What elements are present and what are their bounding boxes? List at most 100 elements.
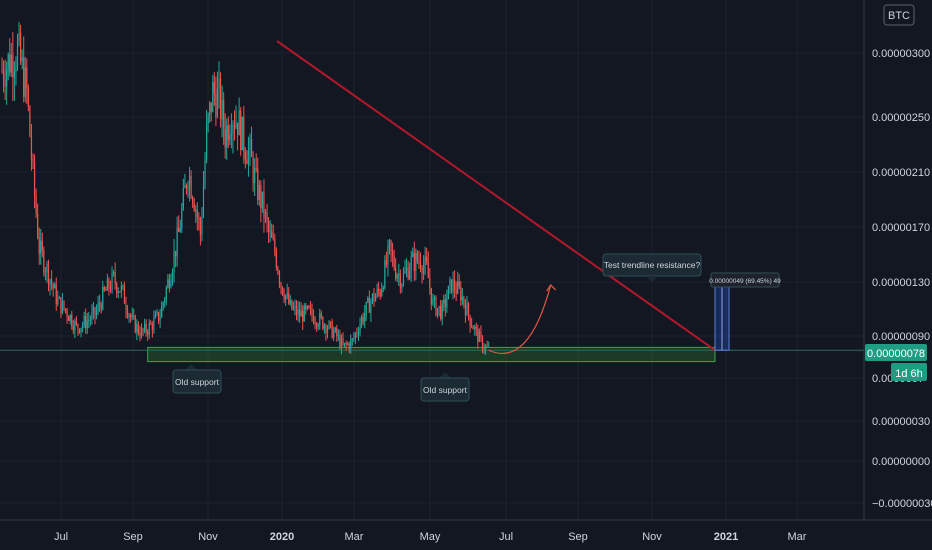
candle-body — [452, 279, 454, 292]
candle-body — [474, 326, 476, 330]
candle-body — [184, 185, 186, 188]
candle-body — [161, 306, 163, 318]
candle-body — [202, 185, 205, 217]
candle-body — [238, 110, 240, 136]
candle-body — [103, 287, 105, 290]
candle-body — [354, 333, 356, 338]
measure-label-box[interactable]: 0.00000049 (69.45%) 49 — [709, 272, 781, 288]
candle-body — [241, 116, 243, 150]
candle-body — [201, 216, 203, 235]
candle-body — [60, 297, 62, 314]
candle-body — [328, 321, 330, 329]
candle-body — [334, 327, 336, 332]
candle-body — [113, 272, 115, 274]
candle-body — [485, 345, 487, 350]
candle-body — [371, 293, 374, 302]
candle-body — [433, 297, 436, 300]
candle-body — [413, 252, 415, 271]
candle-body — [357, 333, 360, 335]
candle-body — [325, 325, 327, 334]
time-tick-label: Mar — [788, 531, 807, 543]
candle-body — [97, 303, 99, 311]
candle-body — [365, 301, 367, 314]
price-tick-label: 0.00000210 — [872, 167, 930, 179]
time-axis[interactable]: Jul Sep Nov 2020 Mar May Jul Sep Nov 2021 Mar — [54, 531, 807, 543]
candle-body — [472, 326, 474, 330]
old-support-callout-2[interactable]: Old support — [420, 372, 470, 402]
candle-body — [150, 323, 152, 325]
candle-body — [405, 267, 408, 271]
candle-body — [387, 245, 389, 265]
candle-body — [109, 288, 112, 290]
candle-body — [464, 304, 467, 316]
candle-body — [100, 305, 102, 310]
candle-body — [312, 315, 315, 324]
candle-body — [224, 128, 226, 148]
candle-body — [336, 327, 338, 336]
price-tick-label: 0.00000130 — [872, 277, 930, 289]
candle-body — [379, 291, 381, 297]
test-trendline-callout[interactable]: Test trendline resistance? — [602, 253, 702, 282]
candle-body — [424, 256, 426, 265]
candle-body — [51, 279, 53, 284]
candle-body — [322, 316, 324, 329]
old-support-callout-1[interactable]: Old support — [172, 364, 222, 394]
candle-body — [193, 202, 195, 211]
candle-body — [342, 338, 344, 345]
candle-body — [477, 328, 479, 342]
candle-body — [6, 68, 8, 87]
candle-body — [274, 239, 276, 252]
candle-body — [449, 279, 451, 286]
candle-body — [264, 212, 267, 219]
candle-body — [142, 328, 144, 331]
candle-body — [263, 191, 265, 219]
candle-body — [308, 306, 310, 309]
candle-body — [272, 237, 274, 240]
candle-body — [393, 255, 395, 269]
candle-body — [20, 32, 22, 62]
price-tick-label: 0.00000030 — [872, 416, 930, 428]
candle-body — [469, 315, 471, 326]
candle-body — [41, 240, 43, 251]
candle-body — [447, 285, 449, 300]
candle-body — [18, 32, 20, 41]
candle-body — [102, 287, 104, 310]
candle-body — [68, 316, 70, 321]
candle-body — [471, 325, 473, 327]
candle-body — [235, 122, 237, 128]
projection-curve — [488, 284, 552, 355]
symbol-label: BTC — [888, 10, 910, 22]
candle-body — [178, 227, 180, 232]
candle-body — [114, 272, 116, 284]
symbol-badge[interactable] — [883, 4, 915, 26]
current-price-tag[interactable]: 0.00000078 1d 6h — [865, 344, 927, 381]
candle-body — [252, 156, 254, 183]
candle-body — [47, 263, 50, 285]
candle-body — [407, 267, 409, 279]
candle-body — [147, 332, 149, 335]
candle-body — [401, 284, 403, 288]
candle-body — [66, 310, 68, 317]
candle-body — [119, 291, 121, 293]
candle-body — [404, 270, 406, 273]
candle-body — [29, 106, 31, 137]
candle-body — [246, 159, 248, 164]
candle-body — [7, 54, 9, 69]
candle-body — [157, 311, 160, 322]
candle-body — [384, 260, 386, 288]
support-zone — [147, 346, 716, 363]
candle-body — [148, 323, 150, 335]
candle-body — [120, 286, 122, 293]
candle-body — [32, 158, 34, 162]
candle-body — [227, 125, 229, 141]
candle-body — [128, 315, 130, 317]
candle-body — [210, 102, 212, 112]
candle-body — [63, 300, 65, 309]
price-axis[interactable]: 0.00000300 0.00000250 0.00000210 0.00000170… — [872, 48, 932, 510]
candle-body — [302, 310, 304, 322]
candle-body — [311, 308, 313, 316]
candle-body — [309, 308, 312, 310]
candle-body — [323, 325, 325, 329]
